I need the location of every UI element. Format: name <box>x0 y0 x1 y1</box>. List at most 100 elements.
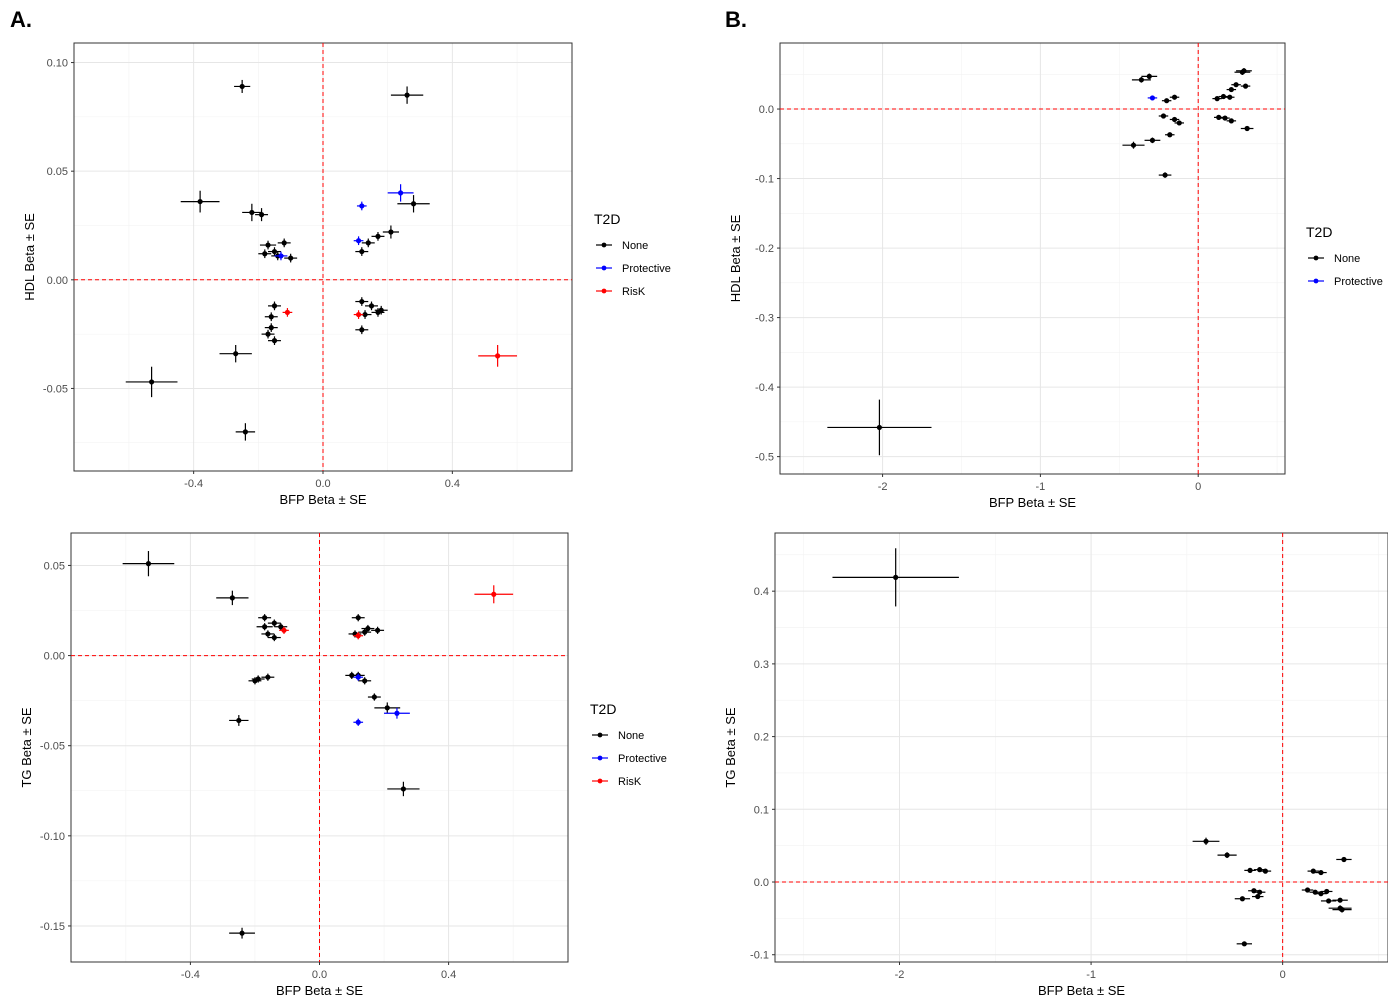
point-marker <box>368 303 375 309</box>
y-tick-label: -0.10 <box>40 831 65 843</box>
data-point <box>1158 172 1172 178</box>
data-point <box>274 623 288 631</box>
data-point <box>219 344 252 363</box>
data-point <box>355 247 369 256</box>
point-marker <box>242 429 248 435</box>
y-tick-label: -0.1 <box>755 174 774 186</box>
data-point <box>1158 113 1169 119</box>
legend: T2D None Protective <box>1306 224 1383 288</box>
point-marker <box>1326 898 1332 904</box>
point-marker <box>359 203 365 209</box>
data-point <box>353 718 364 726</box>
data-point <box>1192 837 1220 845</box>
data-point <box>365 301 378 311</box>
data-point <box>1217 852 1237 859</box>
data-point <box>279 626 289 634</box>
legend: T2D None Protective RisK <box>590 701 667 788</box>
y-tick-label: -0.05 <box>43 383 68 395</box>
point-marker <box>1164 98 1170 104</box>
point-marker <box>288 255 294 261</box>
point-marker <box>359 248 365 255</box>
x-tick-label: 0 <box>1280 969 1286 981</box>
point-marker <box>265 331 271 337</box>
data-point <box>371 626 385 634</box>
data-point <box>832 548 959 607</box>
data-point <box>1147 95 1158 101</box>
data-point <box>474 585 514 604</box>
data-point <box>1231 82 1241 88</box>
point-marker <box>1262 868 1268 874</box>
point-marker <box>1171 116 1178 123</box>
point-marker <box>145 561 152 567</box>
point-marker <box>1228 118 1234 124</box>
x-tick-label: -2 <box>895 969 905 981</box>
plot-border <box>779 42 1286 475</box>
point-marker <box>281 240 287 246</box>
point-marker <box>355 674 361 680</box>
point-marker <box>355 238 362 244</box>
point-marker <box>1203 838 1209 844</box>
point-marker <box>1160 113 1167 119</box>
y-tick-label: 0.1 <box>754 804 769 816</box>
x-axis-title: BFP Beta ± SE <box>276 983 363 998</box>
point-marker <box>365 625 371 632</box>
y-tick-label: -0.5 <box>755 452 774 464</box>
data-point <box>261 329 275 339</box>
data-point <box>353 673 364 681</box>
data-point <box>267 619 281 627</box>
data-point <box>122 551 175 577</box>
legend-key-marker <box>601 265 607 271</box>
plot-border <box>774 532 1388 963</box>
point-marker <box>265 674 271 680</box>
y-tick-label: 0.2 <box>754 732 769 744</box>
data-point <box>1131 77 1151 83</box>
y-tick-label: 0.3 <box>754 659 769 671</box>
point-marker <box>271 338 278 344</box>
x-tick-label: -1 <box>1036 481 1046 493</box>
point-marker <box>362 311 368 318</box>
data-point <box>267 633 281 642</box>
chart-1: -0.4 0.0 0.4 -0.05 0.00 0.05 0.10 BFP Beta ± SE… <box>22 42 671 507</box>
y-tick-label: 0.0 <box>754 877 769 889</box>
data-point <box>1165 132 1175 138</box>
point-marker <box>404 92 410 98</box>
point-marker <box>249 209 255 216</box>
point-marker <box>371 694 377 700</box>
data-point <box>125 366 178 398</box>
data-point <box>1218 93 1229 100</box>
legend-item-label: None <box>1334 253 1360 265</box>
point-marker <box>355 615 361 621</box>
data-point <box>235 423 256 441</box>
point-marker <box>278 624 284 630</box>
point-marker <box>1233 82 1239 88</box>
point-marker <box>355 311 362 318</box>
y-tick-label: -0.2 <box>755 243 774 255</box>
point-marker <box>239 930 245 936</box>
data-point <box>387 184 414 202</box>
legend-item-label: None <box>618 730 644 742</box>
data-point <box>1225 94 1235 100</box>
y-axis-title: TG Beta ± SE <box>723 707 738 787</box>
point-marker <box>262 251 268 257</box>
data-point <box>353 236 364 246</box>
y-tick-label: 0.00 <box>47 275 68 287</box>
point-marker <box>1341 856 1347 863</box>
data-point <box>1259 868 1272 874</box>
data-point <box>1240 83 1251 89</box>
data-point <box>268 301 281 311</box>
data-point <box>258 249 272 259</box>
data-point <box>255 208 269 222</box>
data-point <box>384 707 410 719</box>
data-point <box>264 323 278 332</box>
data-point <box>353 310 364 319</box>
y-tick-label: -0.3 <box>755 313 774 325</box>
data-point <box>1236 941 1252 947</box>
point-marker <box>1339 907 1345 913</box>
point-marker <box>271 620 277 626</box>
data-point <box>1315 869 1327 876</box>
point-marker <box>268 314 274 320</box>
y-tick-label: 0.05 <box>44 560 65 572</box>
data-point <box>382 225 399 239</box>
point-marker <box>1318 869 1324 876</box>
